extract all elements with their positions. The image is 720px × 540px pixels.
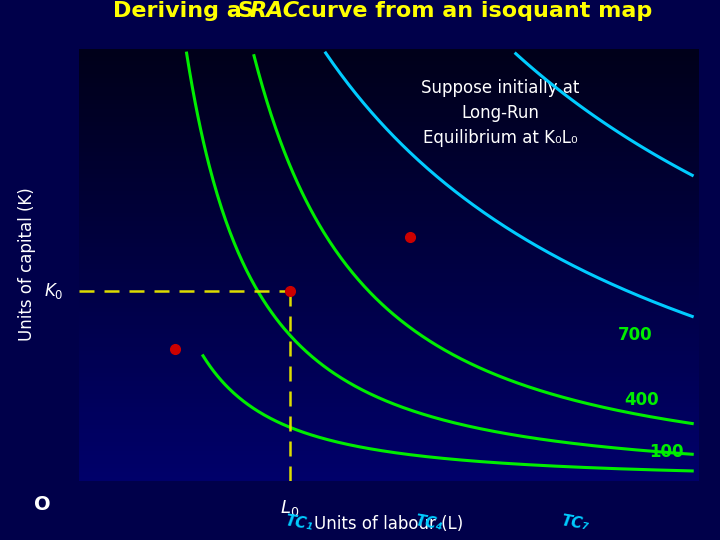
Text: TC₇: TC₇ — [559, 513, 590, 532]
Text: curve from an isoquant map: curve from an isoquant map — [289, 1, 652, 21]
Text: Units of labour (L): Units of labour (L) — [314, 515, 464, 533]
Text: TC₁: TC₁ — [284, 513, 314, 532]
Text: $L_0$: $L_0$ — [280, 498, 300, 518]
Text: Deriving a: Deriving a — [113, 1, 250, 21]
Text: 400: 400 — [624, 391, 659, 409]
Text: TC₄: TC₄ — [414, 513, 444, 532]
Text: S: S — [237, 1, 253, 21]
Text: O: O — [34, 495, 50, 514]
Text: Suppose initially at
Long-Run
Equilibrium at K₀L₀: Suppose initially at Long-Run Equilibriu… — [421, 79, 580, 147]
Text: RAC: RAC — [250, 1, 300, 21]
Text: 100: 100 — [649, 443, 683, 461]
Text: Units of capital (K): Units of capital (K) — [17, 188, 35, 341]
Text: $K_0$: $K_0$ — [44, 280, 64, 301]
Text: 700: 700 — [618, 326, 652, 344]
